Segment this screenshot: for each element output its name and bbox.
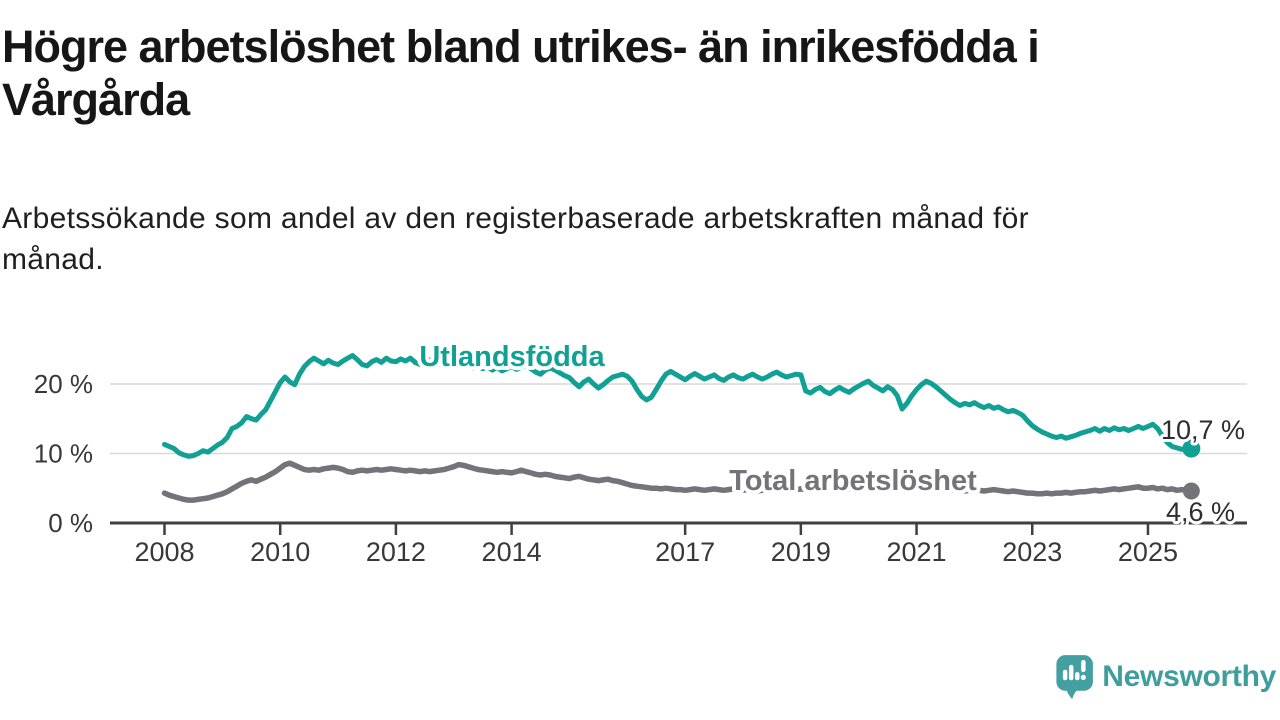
x-axis-label-2019: 2019 [771, 537, 831, 567]
series-label-total-arbetsloshet: Total arbetslöshet [729, 465, 977, 497]
x-axis-label-2010: 2010 [250, 537, 310, 567]
data-series [161, 353, 1201, 503]
end-value-label-utlandsfodda: 10,7 % [1161, 415, 1245, 445]
end-value-label-total: 4,6 % [1166, 497, 1235, 527]
chart-subtitle: Arbetssökande som andel av den registerb… [2, 198, 1029, 280]
newsworthy-logo[interactable]: Newsworthy [1056, 648, 1276, 706]
end-dot-utlandsfodda [1182, 439, 1201, 458]
x-axis-label-2017: 2017 [655, 537, 715, 567]
newsworthy-logo-text: Newsworthy [1102, 660, 1276, 693]
x-axis-label-2025: 2025 [1118, 537, 1178, 567]
newsworthy-logo-icon [1056, 655, 1093, 700]
subtitle-line-1: Arbetssökande som andel av den registerb… [2, 202, 1029, 235]
series-label-utlandsfodda: Utlandsfödda [419, 341, 605, 373]
title-line-1: Högre arbetslöshet bland utrikes- än inr… [2, 21, 1040, 72]
x-axis-label-2014: 2014 [482, 537, 542, 567]
x-axis-label-2023: 2023 [1002, 537, 1062, 567]
x-axis-label-2012: 2012 [366, 537, 426, 567]
subtitle-line-2: månad. [2, 243, 104, 276]
gridlines [110, 383, 1247, 455]
y-axis-label-20: 20 % [34, 369, 93, 399]
x-axis-label-2021: 2021 [887, 537, 947, 567]
y-axis-label-0: 0 % [48, 508, 93, 538]
title-line-2: Vårgårda [2, 74, 190, 125]
x-axis-label-2008: 2008 [134, 537, 194, 567]
end-dot-total-arbetsloshet [1182, 482, 1200, 500]
axes: 0 % 10 % 20 % 2008 2010 2012 2014 2017 2019 2021 2… [34, 369, 1247, 567]
line-utlandsfodda [162, 353, 1194, 459]
page-title: Högre arbetslöshet bland utrikes- än inr… [2, 20, 1040, 126]
chart-labels: Utlandsfödda Total arbetslöshet 10,7 % 4… [415, 337, 1248, 530]
y-axis-label-10: 10 % [34, 438, 93, 468]
line-total-arbetsloshet [161, 460, 1195, 503]
